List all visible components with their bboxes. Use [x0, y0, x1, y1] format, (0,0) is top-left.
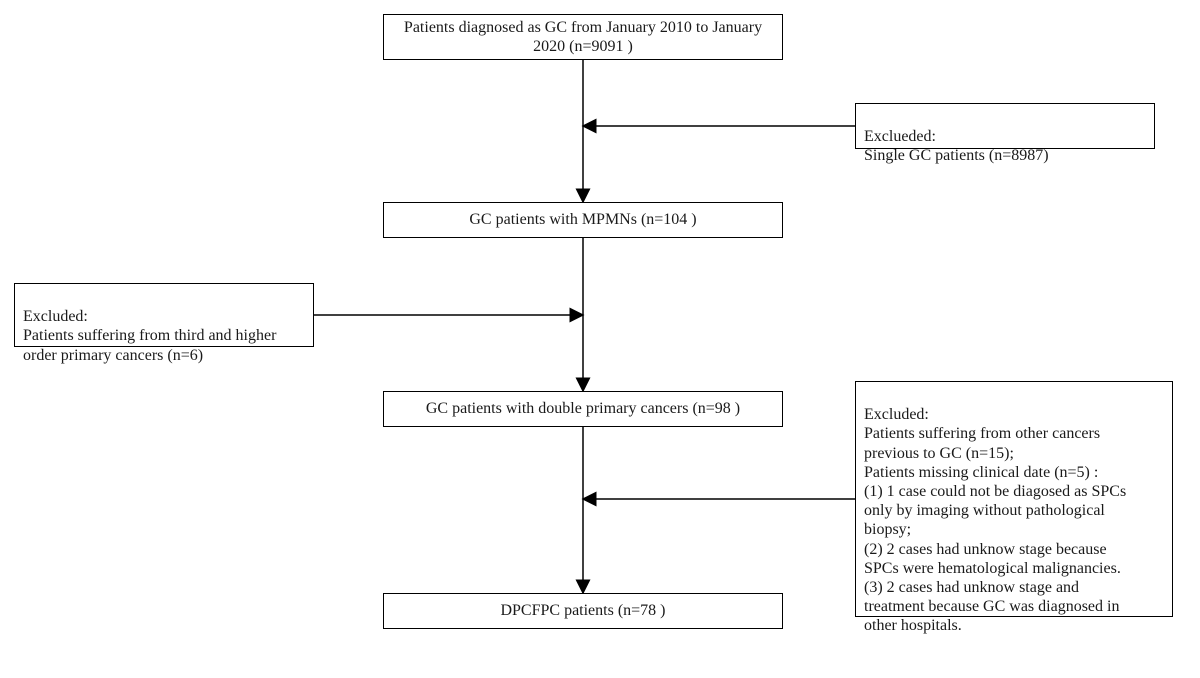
note-text: Excluded: Patients suffering from other … — [864, 406, 1126, 634]
note-text: Exclueded: Single GC patients (n=8987) — [864, 128, 1049, 164]
note-excluded-higher-order: Excluded: Patients suffering from third … — [14, 283, 314, 347]
node-dpcfpc: DPCFPC patients (n=78 ) — [383, 593, 783, 629]
note-excluded-single-gc: Exclueded: Single GC patients (n=8987) — [855, 103, 1155, 149]
node-initial-cohort: Patients diagnosed as GC from January 20… — [383, 14, 783, 60]
node-label: Patients diagnosed as GC from January 20… — [404, 18, 762, 56]
note-excluded-other-cancers: Excluded: Patients suffering from other … — [855, 381, 1173, 617]
node-label: GC patients with MPMNs (n=104 ) — [469, 210, 696, 229]
node-mpmns: GC patients with MPMNs (n=104 ) — [383, 202, 783, 238]
note-text: Excluded: Patients suffering from third … — [23, 308, 276, 363]
node-double-primary: GC patients with double primary cancers … — [383, 391, 783, 427]
node-label: DPCFPC patients (n=78 ) — [500, 601, 665, 620]
flowchart-canvas: Patients diagnosed as GC from January 20… — [0, 0, 1200, 678]
node-label: GC patients with double primary cancers … — [426, 399, 740, 418]
